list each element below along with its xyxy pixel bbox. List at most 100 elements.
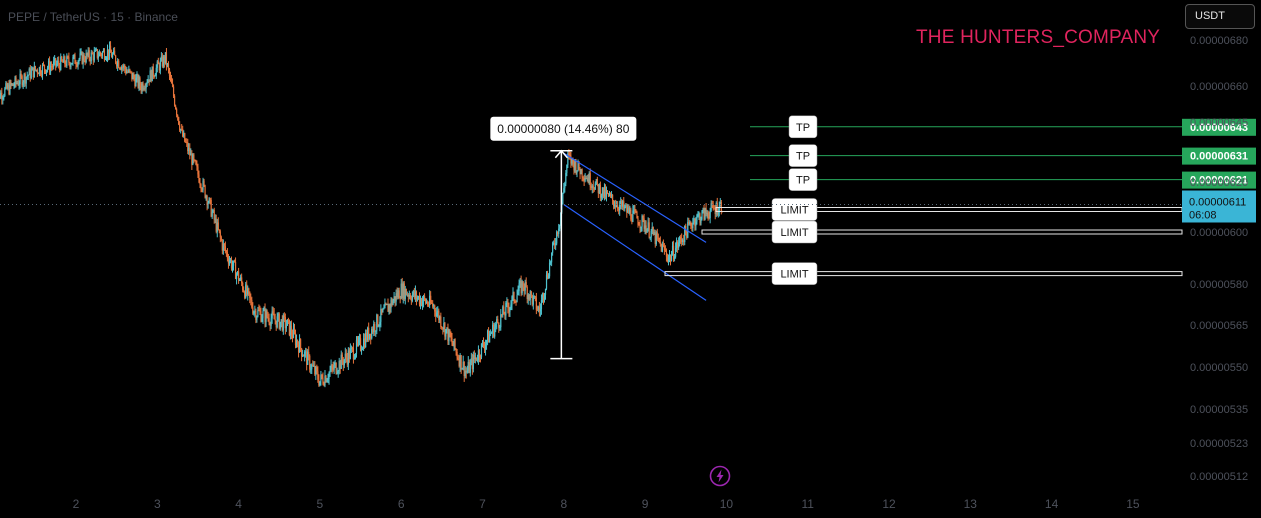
- tp-label: TP: [796, 175, 810, 187]
- candle: [73, 54, 75, 60]
- candle: [700, 216, 702, 226]
- tp-price-label: 0.00000643: [1190, 122, 1248, 134]
- candle: [536, 305, 538, 311]
- candle: [424, 298, 427, 305]
- candle: [372, 326, 374, 334]
- candle: [695, 216, 697, 231]
- limit-label: LIMIT: [780, 227, 808, 239]
- candle: [584, 173, 586, 183]
- candle: [365, 329, 367, 348]
- candle: [75, 60, 77, 70]
- candle: [697, 211, 699, 218]
- candle: [271, 306, 273, 324]
- candle: [523, 283, 525, 297]
- candle: [299, 338, 302, 353]
- candle: [130, 70, 132, 74]
- candle: [401, 277, 403, 300]
- candle: [653, 229, 655, 236]
- candle: [320, 370, 322, 386]
- candle: [629, 205, 631, 216]
- candle: [240, 274, 242, 282]
- candle: [570, 152, 572, 168]
- candle: [349, 343, 351, 360]
- price-tick-label: 0.00000550: [1190, 362, 1248, 374]
- candle: [528, 294, 530, 301]
- candle: [515, 300, 517, 306]
- candle: [341, 352, 343, 365]
- candle: [249, 291, 251, 304]
- candle: [376, 313, 378, 335]
- candle: [532, 292, 534, 310]
- candle: [183, 130, 185, 138]
- candle: [150, 69, 152, 83]
- currency-button[interactable]: USDT: [1185, 4, 1255, 29]
- candle: [478, 349, 481, 363]
- candle: [285, 320, 287, 332]
- candle: [252, 302, 254, 315]
- candle: [248, 287, 250, 296]
- candle: [594, 181, 596, 190]
- candle: [527, 293, 529, 305]
- candle: [618, 206, 620, 215]
- candle: [641, 214, 643, 232]
- candle: [1, 87, 3, 105]
- candle: [405, 288, 407, 296]
- candle: [13, 82, 15, 90]
- candle: [521, 279, 523, 296]
- candle: [230, 256, 233, 271]
- candle: [305, 347, 307, 358]
- tp-label-box: [788, 168, 818, 191]
- candle: [53, 56, 55, 70]
- candle: [67, 55, 69, 59]
- candle: [436, 306, 438, 318]
- tp-price-label: 0.00000631: [1190, 151, 1248, 163]
- candle: [176, 107, 178, 118]
- candle: [600, 193, 603, 202]
- candle: [87, 47, 89, 58]
- candle: [585, 175, 587, 180]
- candle: [587, 174, 589, 184]
- candle: [423, 293, 426, 302]
- candle: [27, 74, 29, 81]
- candle: [586, 175, 588, 182]
- candle: [445, 328, 447, 340]
- candle: [32, 67, 34, 80]
- candle: [621, 198, 623, 210]
- candle: [663, 243, 666, 255]
- candle: [625, 203, 627, 209]
- candle: [617, 201, 619, 212]
- candle: [200, 183, 202, 193]
- current-price-badge: [1182, 190, 1256, 223]
- tp-price-label: 0.00000621: [1190, 175, 1248, 187]
- candle: [152, 63, 154, 80]
- candle: [399, 295, 401, 304]
- candle: [701, 209, 703, 221]
- candle: [277, 312, 279, 322]
- candle: [551, 252, 553, 267]
- candle: [228, 256, 231, 266]
- candle: [33, 61, 35, 78]
- candle: [624, 204, 626, 212]
- candle: [61, 55, 63, 62]
- candle: [4, 86, 6, 97]
- candle: [267, 311, 269, 322]
- candle: [702, 207, 704, 214]
- lightning-icon[interactable]: [709, 465, 731, 487]
- candle: [19, 69, 21, 89]
- candle: [650, 228, 652, 242]
- candle: [94, 47, 96, 53]
- candle: [590, 182, 592, 191]
- candle: [174, 104, 177, 110]
- candle: [461, 367, 463, 370]
- candle: [331, 364, 333, 374]
- candle: [217, 217, 219, 231]
- candle: [309, 354, 311, 373]
- candle: [123, 63, 125, 71]
- candle: [265, 308, 267, 327]
- candle: [179, 121, 181, 132]
- symbol-title: PEPE / TetherUS · 15 · Binance: [8, 10, 178, 24]
- candle: [262, 307, 264, 325]
- candle: [57, 56, 59, 67]
- candle: [332, 361, 334, 372]
